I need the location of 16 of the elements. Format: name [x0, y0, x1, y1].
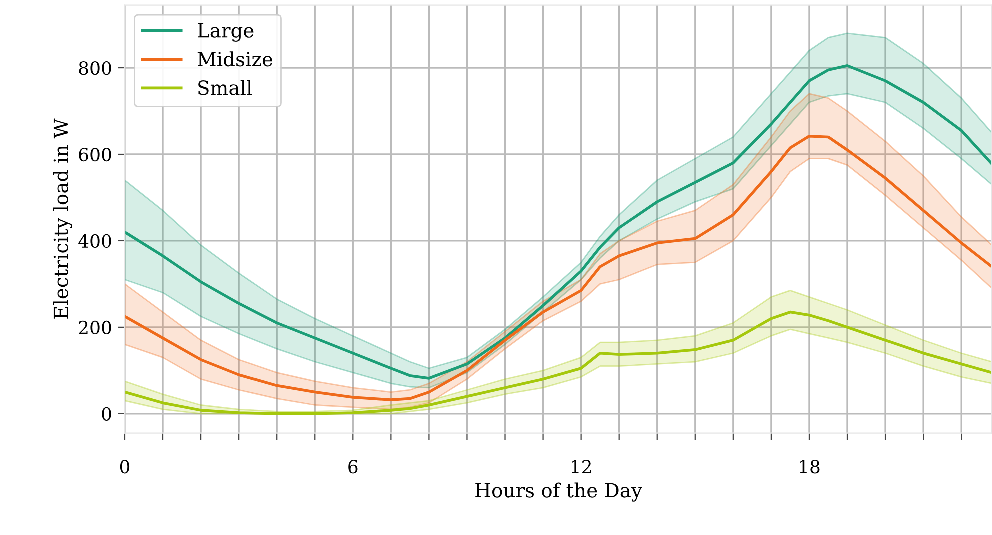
x-tick-label: 6: [348, 460, 358, 474]
x-tick-label: 0: [120, 460, 130, 474]
y-axis-title: Electricity load in W: [53, 118, 72, 319]
y-tick-label: 400: [78, 234, 112, 248]
y-tick-label: 600: [79, 148, 112, 162]
x-axis-title: Hours of the Day: [476, 482, 642, 502]
x-tick-label: 12: [572, 460, 592, 474]
line-series: [124, 134, 992, 402]
y-tick-label: 800: [79, 61, 112, 76]
x-tick-label: 18: [800, 460, 820, 474]
line-series: [124, 310, 992, 416]
y-tick-label: 200: [79, 320, 112, 335]
y-tick-label: 0: [102, 407, 112, 422]
legend-label: Large: [198, 23, 254, 42]
legend-label: Small: [198, 80, 252, 96]
legend-label: Midsize: [198, 52, 272, 67]
